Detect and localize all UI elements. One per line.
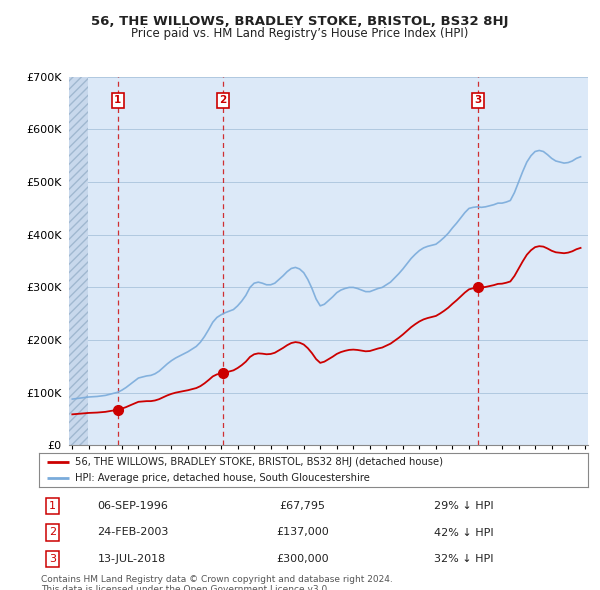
Text: 29% ↓ HPI: 29% ↓ HPI (434, 501, 494, 511)
Text: 06-SEP-1996: 06-SEP-1996 (97, 501, 168, 511)
Text: 56, THE WILLOWS, BRADLEY STOKE, BRISTOL, BS32 8HJ (detached house): 56, THE WILLOWS, BRADLEY STOKE, BRISTOL,… (74, 457, 443, 467)
Text: 1: 1 (114, 96, 121, 106)
Text: 1: 1 (49, 501, 56, 511)
Text: 3: 3 (475, 96, 482, 106)
Text: 24-FEB-2003: 24-FEB-2003 (97, 527, 168, 537)
Text: 56, THE WILLOWS, BRADLEY STOKE, BRISTOL, BS32 8HJ: 56, THE WILLOWS, BRADLEY STOKE, BRISTOL,… (91, 15, 509, 28)
Text: HPI: Average price, detached house, South Gloucestershire: HPI: Average price, detached house, Sout… (74, 473, 370, 483)
Text: £300,000: £300,000 (276, 554, 329, 564)
Text: Price paid vs. HM Land Registry’s House Price Index (HPI): Price paid vs. HM Land Registry’s House … (131, 27, 469, 40)
Text: 13-JUL-2018: 13-JUL-2018 (98, 554, 166, 564)
Bar (69, 77, 88, 445)
Text: 3: 3 (49, 554, 56, 564)
Text: 2: 2 (220, 96, 227, 106)
Text: £137,000: £137,000 (276, 527, 329, 537)
Text: Contains HM Land Registry data © Crown copyright and database right 2024.
This d: Contains HM Land Registry data © Crown c… (41, 575, 392, 590)
Text: £67,795: £67,795 (280, 501, 326, 511)
Text: 2: 2 (49, 527, 56, 537)
Text: 32% ↓ HPI: 32% ↓ HPI (434, 554, 494, 564)
Text: 42% ↓ HPI: 42% ↓ HPI (434, 527, 494, 537)
